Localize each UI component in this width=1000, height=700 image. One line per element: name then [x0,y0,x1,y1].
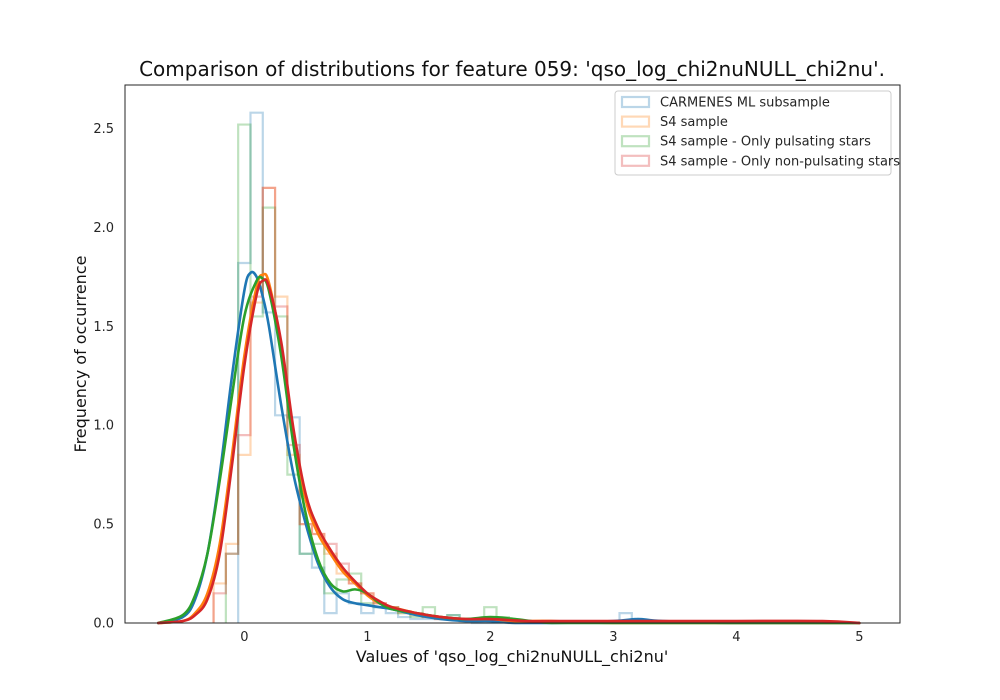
legend-items: CARMENES ML subsample S4 sample S4 sample … [620,95,900,169]
legend-label: CARMENES ML subsample [660,96,830,111]
x-tick-labels: 0 1 2 3 4 5 [240,630,863,645]
legend-label: S4 sample - Only non-pulsating stars [660,154,900,169]
legend: CARMENES ML subsample S4 sample S4 sample … [614,90,900,176]
plot-frame [124,84,901,624]
y-tick-label: 1.5 [93,320,114,335]
legend-label: S4 sample [660,115,728,130]
y-axis-label: Frequency of occurrence [71,256,90,453]
y-tick-label: 2.0 [93,221,114,236]
kde-line-series-4 [156,278,861,625]
legend-swatch [620,115,651,128]
legend-box [614,90,892,176]
x-tick-label: 4 [732,630,740,645]
y-tick-label: 0.5 [93,518,114,533]
y-tick-label: 1.0 [93,419,114,434]
x-tick-label: 0 [240,630,248,645]
chart-title: Comparison of distributions for feature … [139,57,885,81]
kde-line-series-3 [156,275,861,625]
legend-swatch [620,135,651,148]
y-tick-label: 0.0 [93,617,114,632]
y-tick-labels: 0.0 0.5 1.0 1.5 2.0 2.5 [93,122,114,631]
legend-swatch [620,154,651,167]
x-axis-label: Values of 'qso_log_chi2nuNULL_chi2nu' [356,647,669,667]
x-tick-label: 5 [855,630,863,645]
x-tick-label: 3 [609,630,617,645]
x-tick-label: 2 [486,630,494,645]
y-tick-label: 2.5 [93,122,114,137]
legend-swatch [620,95,651,109]
legend-label: S4 sample - Only pulsating stars [660,135,871,150]
x-tick-label: 1 [363,630,371,645]
